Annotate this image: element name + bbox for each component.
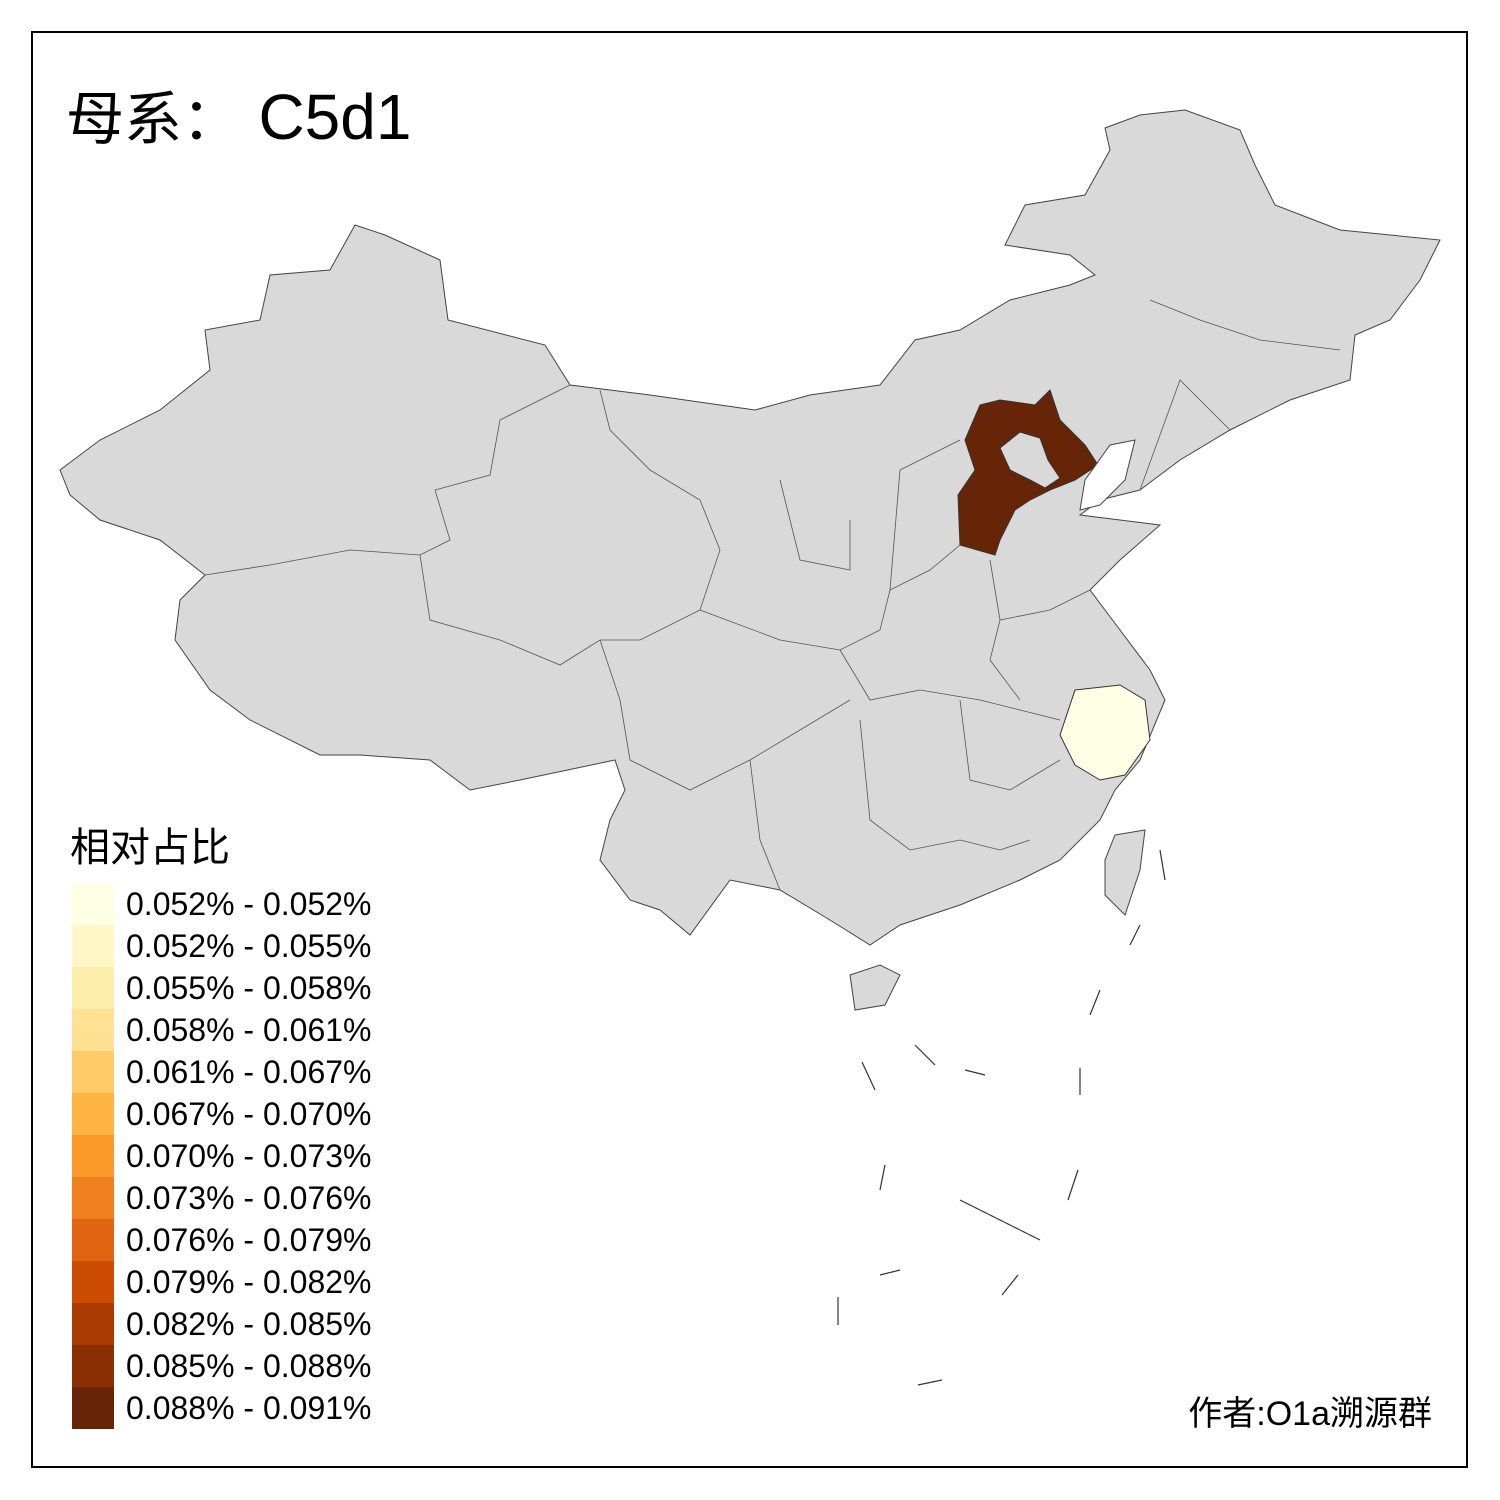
legend-swatch [72,883,114,925]
legend-swatch [72,1177,114,1219]
title-prefix: 母系： [66,85,241,153]
author-credit: 作者:O1a溯源群 [1188,1395,1432,1433]
legend-item: 0.079% - 0.082% [72,1261,372,1303]
legend-swatch [72,1009,114,1051]
legend-swatch [72,1387,114,1429]
legend-title: 相对占比 [70,825,230,871]
legend-item: 0.082% - 0.085% [72,1303,372,1345]
legend-item: 0.058% - 0.061% [72,1009,372,1051]
title-haplogroup: C5d1 [258,81,412,153]
legend-label: 0.079% - 0.082% [126,1263,372,1300]
legend-item: 0.055% - 0.058% [72,967,372,1009]
bohai-sea [1079,439,1136,511]
legend-item: 0.085% - 0.088% [72,1345,372,1387]
legend-swatch [72,1051,114,1093]
legend-label: 0.073% - 0.076% [126,1179,372,1216]
legend-swatch [72,1261,114,1303]
legend-swatch [72,1303,114,1345]
legend-item: 0.052% - 0.055% [72,925,372,967]
legend-swatch [72,1219,114,1261]
region-hainan [849,964,901,1011]
region-zhejiang [1059,684,1151,781]
legend-label: 0.055% - 0.058% [126,969,372,1006]
legend-item: 0.076% - 0.079% [72,1219,372,1261]
legend-label: 0.070% - 0.073% [126,1137,372,1174]
legend-label: 0.085% - 0.088% [126,1347,372,1384]
legend-label: 0.058% - 0.061% [126,1011,372,1048]
legend-swatch [72,1093,114,1135]
region-taiwan [1104,829,1146,916]
legend-item: 0.052% - 0.052% [72,883,372,925]
legend-swatch [72,1345,114,1387]
legend-label: 0.052% - 0.052% [126,885,372,922]
plot-frame [31,31,1468,1468]
legend-label: 0.082% - 0.085% [126,1305,372,1342]
legend-label: 0.076% - 0.079% [126,1221,372,1258]
legend-item: 0.070% - 0.073% [72,1135,372,1177]
legend-label: 0.088% - 0.091% [126,1389,372,1426]
legend-swatch [72,925,114,967]
province-borders [204,299,1341,891]
region-beijing-tianjin [999,431,1061,489]
legend-label: 0.052% - 0.055% [126,927,372,964]
legend-item: 0.073% - 0.076% [72,1177,372,1219]
legend-swatch [72,967,114,1009]
legend-label: 0.067% - 0.070% [126,1095,372,1132]
legend-item: 0.067% - 0.070% [72,1093,372,1135]
legend-label: 0.061% - 0.067% [126,1053,372,1090]
legend-item: 0.088% - 0.091% [72,1387,372,1429]
legend: 0.052% - 0.052% 0.052% - 0.055% 0.055% - 0… [72,883,372,1429]
legend-swatch [72,1135,114,1177]
south-china-sea-islands [837,849,1166,1386]
legend-item: 0.061% - 0.067% [72,1051,372,1093]
map-title: 母系： C5d1 [66,72,411,156]
